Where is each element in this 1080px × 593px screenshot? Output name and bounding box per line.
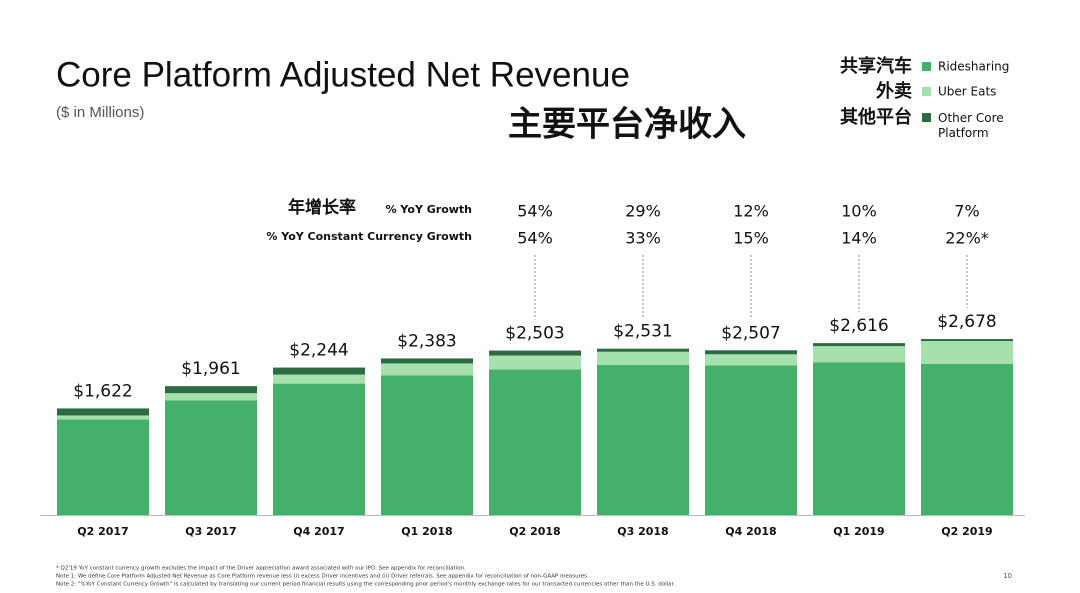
legend-swatch [922, 87, 931, 96]
legend-label: Uber Eats [938, 85, 996, 99]
yoy-growth: 7% [954, 202, 979, 221]
total-label: $2,616 [829, 316, 888, 336]
cc-growth: 15% [733, 229, 769, 248]
bar-segment [273, 374, 365, 384]
bar-segment [921, 341, 1013, 365]
bar-segment [813, 343, 905, 347]
total-label: $2,531 [613, 322, 672, 342]
cc-growth: 14% [841, 229, 877, 248]
x-tick-label: Q1 2019 [833, 525, 884, 538]
cc-growth: 33% [625, 229, 661, 248]
yoy-growth: 29% [625, 202, 661, 221]
cc-growth-label: % YoY Constant Currency Growth [266, 230, 472, 243]
chart-title: Core Platform Adjusted Net Revenue [56, 55, 630, 94]
x-tick-label: Q2 2018 [509, 525, 560, 538]
x-tick-label: Q3 2017 [185, 525, 236, 538]
bar-segment [273, 367, 365, 375]
bar-segment [597, 351, 689, 365]
yoy-growth: 54% [517, 202, 553, 221]
bar-segment [813, 362, 905, 515]
bar-segment [921, 339, 1013, 342]
yoy-growth: 12% [733, 202, 769, 221]
bar-segment [705, 354, 797, 366]
cc-growth: 22%* [945, 229, 989, 248]
bar-segment [921, 364, 1013, 515]
legend-swatch [922, 113, 931, 122]
bar-segment [57, 415, 149, 420]
x-tick-label: Q3 2018 [617, 525, 668, 538]
bar-segment [813, 346, 905, 363]
chart-title-cn: 主要平台净收入 [508, 105, 746, 145]
total-label: $1,961 [181, 359, 240, 379]
bar-segment [489, 369, 581, 515]
bar-segment [57, 419, 149, 515]
bar-segment [489, 350, 581, 356]
legend-label: Other Core Platform [938, 111, 1004, 140]
total-label: $1,622 [73, 381, 132, 401]
bar-segment [381, 358, 473, 364]
x-tick-label: Q2 2019 [941, 525, 992, 538]
x-tick-label: Q2 2017 [77, 525, 128, 538]
x-tick-label: Q1 2018 [401, 525, 452, 538]
legend-label-cn: 其他平台 [840, 106, 912, 128]
growth-label-cn: 年增长率 [288, 197, 356, 218]
bar-segment [381, 363, 473, 376]
bar-segment [489, 355, 581, 370]
total-label: $2,507 [721, 323, 780, 343]
legend-label: Ridesharing [938, 60, 1009, 74]
bar-segment [705, 350, 797, 355]
legend-label-cn: 共享汽车 [840, 55, 912, 77]
yoy-growth: 10% [841, 202, 877, 221]
bar-segment [165, 386, 257, 394]
total-label: $2,503 [505, 324, 564, 344]
legend-label-cn: 外卖 [876, 80, 912, 102]
yoy-growth-label: % YoY Growth [386, 203, 472, 216]
total-label: $2,383 [397, 331, 456, 351]
legend-swatch [922, 62, 931, 71]
bar-segment [705, 365, 797, 515]
bar-segment [597, 348, 689, 352]
footnote: Note 1: We define Core Platform Adjusted… [56, 574, 589, 580]
total-label: $2,244 [289, 341, 348, 361]
bar-segment [273, 383, 365, 515]
subtitle: ($ in Millions) [56, 104, 144, 121]
bar-segment [165, 400, 257, 515]
cc-growth: 54% [517, 229, 553, 248]
bar-segment [165, 393, 257, 401]
x-tick-label: Q4 2018 [725, 525, 776, 538]
bar-segment [381, 375, 473, 515]
total-label: $2,678 [937, 312, 996, 332]
footnote: Note 2: "%YoY Constant Currency Growth" … [56, 582, 675, 588]
bar-segment [597, 364, 689, 515]
page-number: 10 [1003, 572, 1012, 580]
x-tick-label: Q4 2017 [293, 525, 344, 538]
bar-segment [57, 408, 149, 416]
footnote: * Q2'19 YoY constant currency growth exc… [56, 566, 466, 572]
